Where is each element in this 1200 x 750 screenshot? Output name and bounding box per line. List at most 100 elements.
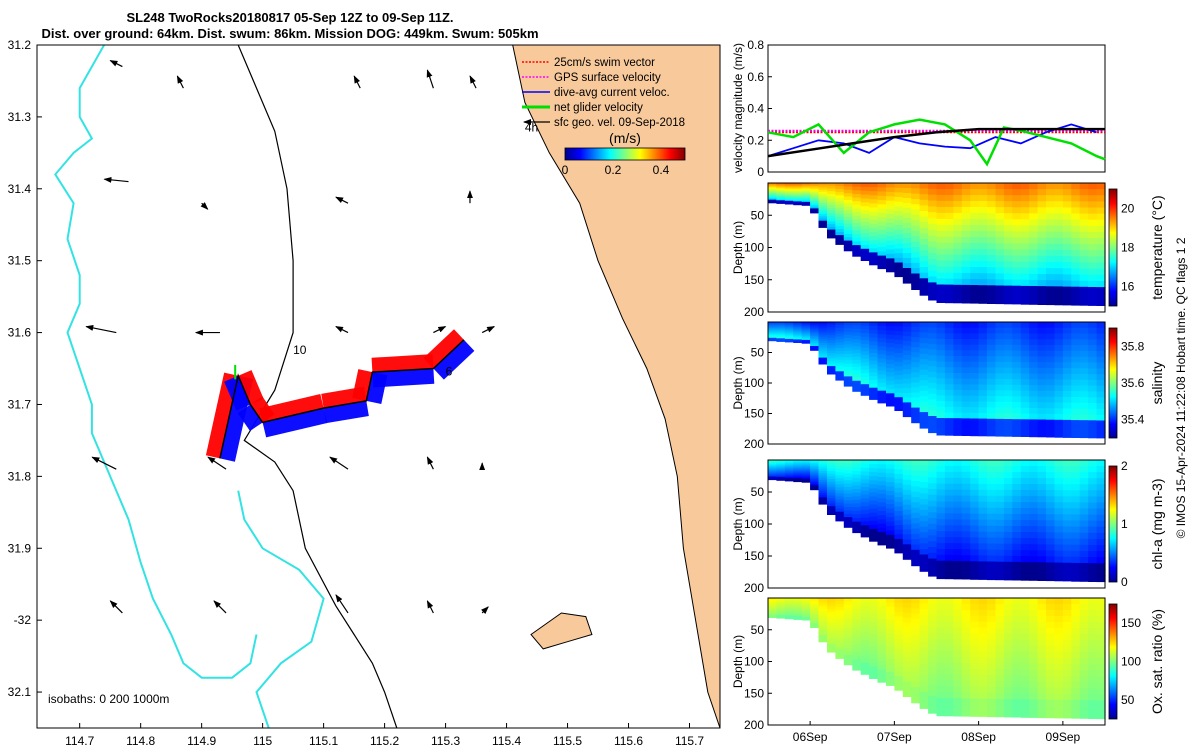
chlorophyll-cell bbox=[843, 493, 853, 498]
salinity-cell bbox=[928, 338, 938, 345]
chlorophyll-cell bbox=[869, 464, 879, 469]
chlorophyll-cell bbox=[818, 490, 828, 494]
chlorophyll-cell bbox=[902, 514, 912, 521]
salinity-cell bbox=[978, 384, 988, 391]
salinity-cell bbox=[768, 339, 777, 342]
salinity-cell bbox=[978, 373, 988, 380]
salinity-cell bbox=[1088, 356, 1098, 364]
salinity-cell bbox=[852, 325, 862, 330]
temperature-cell bbox=[768, 186, 777, 189]
temperature-cell bbox=[886, 187, 895, 193]
oxygen-cell bbox=[987, 598, 996, 605]
oxygen-cell bbox=[818, 608, 828, 612]
oxygen-cell bbox=[978, 621, 988, 629]
chlorophyll-cell bbox=[843, 473, 853, 478]
chlorophyll-cell bbox=[835, 505, 845, 510]
temperature-cell bbox=[835, 225, 845, 230]
salinity-cell bbox=[886, 376, 895, 382]
chlorophyll-cell bbox=[944, 507, 954, 514]
chlorophyll-cell bbox=[1003, 525, 1013, 533]
oxygen-cell bbox=[902, 627, 912, 633]
oxygen-cell bbox=[827, 638, 836, 642]
chlorophyll-cell bbox=[911, 465, 921, 472]
chlorophyll-cell bbox=[987, 573, 996, 581]
chlorophyll-cell bbox=[1071, 466, 1081, 473]
salinity-cell bbox=[776, 335, 786, 338]
chlorophyll-cell bbox=[784, 474, 794, 477]
temperature-cell bbox=[818, 209, 828, 213]
oxygen-cell bbox=[852, 641, 862, 646]
chlorophyll-cell bbox=[1071, 568, 1081, 576]
salinity-cell bbox=[835, 348, 845, 352]
temperature-cell bbox=[810, 200, 820, 203]
oxygen-cell bbox=[944, 645, 954, 652]
salinity-cell bbox=[835, 356, 845, 361]
oxygen-ylabel: Depth (m) bbox=[731, 635, 745, 688]
chlorophyll-cell bbox=[1088, 490, 1098, 497]
salinity-cell bbox=[1020, 402, 1030, 409]
salinity-cell bbox=[801, 330, 811, 333]
salinity-cell bbox=[928, 427, 938, 434]
oxygen-cell bbox=[1037, 627, 1047, 635]
oxygen-cell bbox=[944, 656, 954, 664]
salinity-cell bbox=[886, 355, 895, 361]
oxygen-cell bbox=[944, 703, 954, 711]
oxygen-cell bbox=[793, 617, 803, 619]
velocity-ytick-label: 0 bbox=[757, 165, 764, 179]
map-xtick-label: 115.7 bbox=[675, 734, 704, 748]
chlorophyll-cell bbox=[944, 572, 954, 580]
salinity-cell bbox=[919, 412, 929, 418]
oxygen-cell bbox=[944, 633, 954, 640]
chlorophyll-cell bbox=[810, 464, 820, 467]
salinity-cell bbox=[1020, 367, 1030, 375]
chlorophyll-cell bbox=[987, 471, 996, 479]
salinity-cell bbox=[1088, 408, 1098, 416]
salinity-cell bbox=[919, 364, 929, 371]
chlorophyll-cell bbox=[1071, 532, 1081, 540]
oxygen-cell bbox=[776, 617, 786, 619]
chlorophyll-cell bbox=[1037, 502, 1047, 509]
salinity-cell bbox=[1020, 339, 1030, 346]
oxygen-cell bbox=[877, 623, 887, 628]
oxygen-cell bbox=[869, 630, 879, 635]
chlorophyll-cell bbox=[902, 474, 912, 481]
chlorophyll-cell bbox=[793, 461, 803, 463]
temperature-cell bbox=[953, 212, 963, 220]
salinity-cell bbox=[944, 401, 954, 408]
temperature-cell bbox=[1062, 183, 1072, 190]
salinity-cell bbox=[894, 375, 904, 381]
chlorophyll-cell bbox=[768, 466, 777, 469]
oxygen-cell bbox=[970, 680, 980, 688]
salinity-cell bbox=[928, 421, 938, 428]
salinity-cell bbox=[995, 373, 1005, 380]
temperature-cell bbox=[860, 198, 870, 203]
oxygen-cell bbox=[768, 601, 777, 604]
temperature-cell bbox=[970, 189, 980, 196]
chlorophyll-cell bbox=[860, 513, 870, 519]
temperature-cell bbox=[1037, 255, 1047, 263]
oxygen-cell bbox=[1012, 621, 1022, 629]
oxygen-cell bbox=[894, 634, 904, 640]
salinity-cell bbox=[877, 354, 887, 359]
temperature-cell bbox=[818, 218, 828, 222]
oxygen-cell bbox=[894, 630, 904, 636]
salinity-cell bbox=[1037, 402, 1047, 409]
salinity-cell bbox=[1003, 327, 1013, 334]
oxygen-cell bbox=[1054, 705, 1064, 713]
temperature-cell bbox=[810, 202, 820, 205]
oxygen-cell bbox=[818, 606, 828, 610]
salinity-cell bbox=[987, 396, 996, 403]
salinity-cell bbox=[827, 350, 836, 354]
temperature-cell bbox=[801, 204, 811, 206]
temperature-cell bbox=[1054, 207, 1064, 214]
salinity-cell bbox=[1012, 402, 1022, 409]
chlorophyll-cell bbox=[810, 488, 820, 491]
chlorophyll-cell bbox=[902, 465, 912, 471]
chlorophyll-cell bbox=[1088, 520, 1098, 528]
salinity-cell bbox=[953, 389, 963, 397]
chlorophyll-cell bbox=[970, 561, 980, 568]
temperature-cell bbox=[1079, 207, 1089, 215]
chlorophyll-cell bbox=[1037, 550, 1047, 557]
temperature-cell bbox=[877, 212, 887, 218]
chlorophyll-cell bbox=[776, 462, 786, 464]
